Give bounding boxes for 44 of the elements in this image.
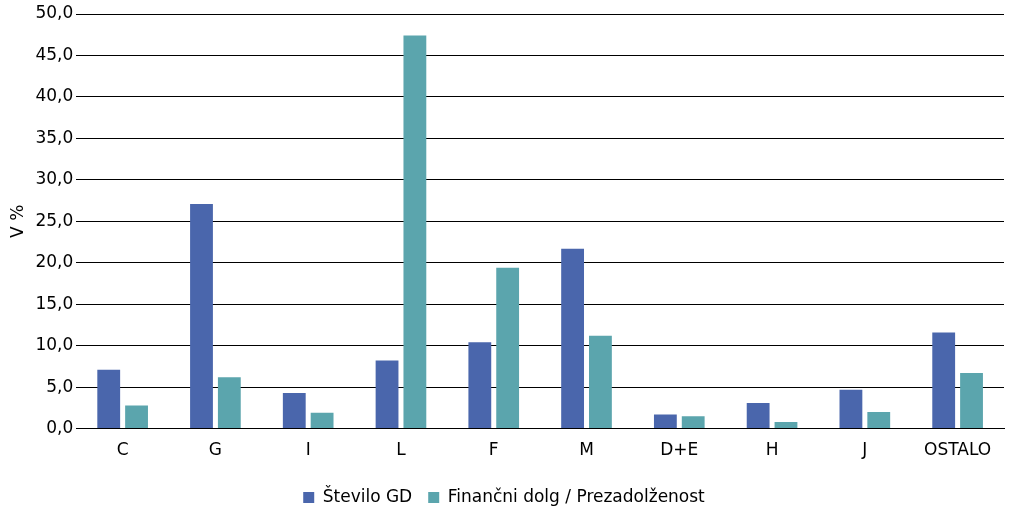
y-tick-label: 20,0 [35,251,74,272]
y-tick-label: 35,0 [35,126,74,147]
bar [746,402,770,429]
legend-label: Število GD [322,484,413,506]
bar [403,35,427,429]
bar [589,335,612,429]
y-tick-label: 0,0 [46,417,74,438]
y-tick-label: 5,0 [46,375,74,396]
y-tick-label: 45,0 [35,43,74,64]
x-tick-label: F [488,439,499,460]
bar [960,373,983,429]
bar [282,392,306,429]
bar [774,421,798,429]
y-axis-title: V % [6,204,27,238]
bar [867,412,891,429]
x-tick-label: C [116,439,129,460]
bar [375,360,399,429]
bar [310,412,334,429]
x-tick-label: D+E [660,439,699,460]
bar [932,332,956,429]
bar [468,342,492,429]
x-tick-label: G [208,439,223,460]
bar [653,414,677,429]
x-tick-label: M [579,439,594,460]
bar [496,267,520,429]
bar [681,416,705,429]
y-tick-label: 10,0 [35,334,74,355]
y-tick-label: 50,0 [35,2,74,23]
x-tick-label: I [305,439,311,460]
x-tick-label: H [765,439,779,460]
x-tick-label: L [396,439,407,460]
bar [190,203,213,429]
y-tick-label: 30,0 [35,168,74,189]
legend-label: Finančni dolg / Prezadolženost [447,485,706,506]
bar [561,248,585,429]
x-tick-label: J [861,439,868,460]
bar [217,377,241,429]
y-tick-label: 40,0 [35,85,74,106]
y-tick-label: 25,0 [35,209,74,230]
bar [125,405,148,429]
bar [839,389,863,429]
bar [97,369,121,429]
y-tick-label: 15,0 [35,292,74,313]
x-tick-label: OSTALO [924,439,992,460]
